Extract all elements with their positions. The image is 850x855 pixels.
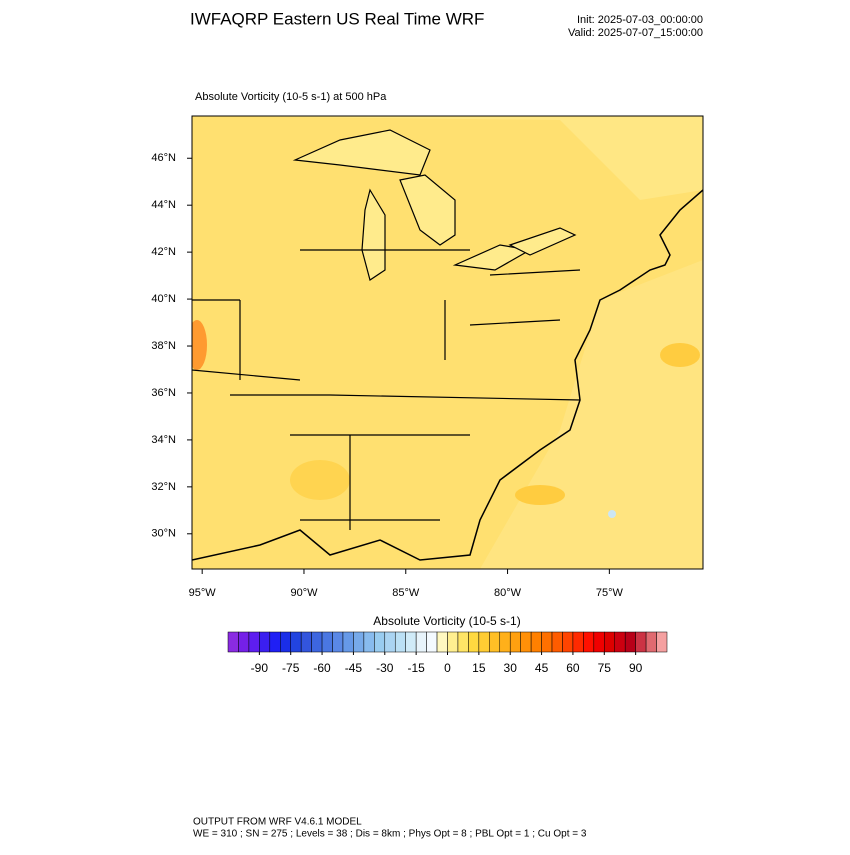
- colorbar-tick-label: 75: [598, 661, 612, 675]
- colorbar-swatch: [562, 631, 574, 653]
- colorbar-tick-label: -90: [251, 661, 269, 675]
- lat-tick-label: 40°N: [151, 293, 176, 305]
- colorbar-swatch: [604, 631, 615, 653]
- colorbar-swatch: [384, 631, 396, 653]
- colorbar-swatch: [436, 631, 448, 653]
- colorbar-swatch: [530, 631, 542, 653]
- lat-tick-label: 44°N: [151, 199, 176, 211]
- lon-tick-label: 85°W: [392, 587, 420, 599]
- colorbar-swatch: [447, 631, 459, 653]
- lon-tick-label: 80°W: [494, 587, 522, 599]
- colorbar-swatch: [290, 631, 302, 653]
- colorbar-swatch: [468, 631, 480, 653]
- colorbar-tick-label: 30: [504, 661, 518, 675]
- colorbar-swatch: [280, 631, 291, 653]
- lat-tick-label: 36°N: [151, 387, 176, 399]
- lon-tick-label: 95°W: [189, 587, 217, 599]
- colorbar-swatch: [363, 631, 375, 653]
- colorbar-swatch: [624, 631, 636, 653]
- lon-tick-label: 90°W: [290, 587, 318, 599]
- colorbar-swatch: [300, 631, 312, 653]
- colorbar-swatch: [311, 631, 323, 653]
- lon-tick-label: 75°W: [596, 587, 624, 599]
- colorbar-swatch: [259, 631, 271, 653]
- colorbar-swatch: [394, 631, 406, 653]
- colorbar-tick-label: 15: [472, 661, 486, 675]
- subtitle: Absolute Vorticity (10-5 s-1) at 500 hPa: [195, 91, 387, 103]
- colorbar-swatch: [374, 631, 386, 653]
- colorbar-swatch: [656, 631, 668, 653]
- colorbar-tick-label: 0: [444, 661, 451, 675]
- colorbar-swatch: [541, 631, 553, 653]
- colorbar-tick-label: -45: [345, 661, 363, 675]
- lat-tick-label: 46°N: [151, 152, 176, 164]
- colorbar-swatch: [426, 631, 438, 653]
- title: IWFAQRP Eastern US Real Time WRF: [190, 9, 484, 28]
- colorbar-tick-label: 90: [629, 661, 643, 675]
- colorbar-swatch: [332, 631, 344, 653]
- lat-tick-label: 30°N: [151, 528, 176, 540]
- footer-line: OUTPUT FROM WRF V4.6.1 MODEL: [193, 817, 362, 828]
- colorbar-swatch: [614, 631, 626, 653]
- lat-tick-label: 34°N: [151, 434, 176, 446]
- colorbar-tick-label: -15: [407, 661, 425, 675]
- colorbar-swatch: [321, 631, 333, 653]
- lat-tick-label: 32°N: [151, 481, 176, 493]
- colorbar-tick-label: -75: [282, 661, 300, 675]
- colorbar-swatch: [645, 631, 657, 653]
- colorbar-swatch: [269, 631, 281, 653]
- colorbar-swatch: [520, 631, 532, 653]
- colorbar-swatch: [238, 631, 250, 653]
- colorbar-title: Absolute Vorticity (10-5 s-1): [373, 614, 520, 628]
- colorbar-swatch: [342, 631, 354, 653]
- colorbar-swatch: [635, 631, 647, 653]
- colorbar-swatch: [593, 631, 605, 653]
- colorbar-swatch: [572, 631, 584, 653]
- colorbar-tick-label: 45: [535, 661, 549, 675]
- footer-line: WE = 310 ; SN = 275 ; Levels = 38 ; Dis …: [193, 829, 587, 840]
- colorbar-swatch: [499, 631, 511, 653]
- colorbar-swatch: [227, 631, 239, 653]
- colorbar-swatch: [478, 631, 490, 653]
- colorbar-tick-label: -60: [313, 661, 331, 675]
- colorbar-swatch: [509, 631, 521, 653]
- colorbar-swatch: [583, 631, 595, 653]
- valid-time: Valid: 2025-07-07_15:00:00: [568, 27, 703, 39]
- colorbar-swatch: [248, 631, 260, 653]
- colorbar-tick-label: 60: [566, 661, 580, 675]
- colorbar-swatch: [551, 631, 563, 653]
- lat-tick-label: 42°N: [151, 246, 176, 258]
- colorbar-swatch: [489, 631, 501, 653]
- colorbar-swatch: [353, 631, 365, 653]
- colorbar-tick-label: -30: [376, 661, 394, 675]
- init-time: Init: 2025-07-03_00:00:00: [577, 14, 703, 26]
- lat-tick-label: 38°N: [151, 340, 176, 352]
- colorbar-swatch: [457, 631, 469, 653]
- map: [191, 115, 704, 570]
- colorbar-swatch: [405, 631, 417, 653]
- colorbar-swatch: [415, 631, 427, 653]
